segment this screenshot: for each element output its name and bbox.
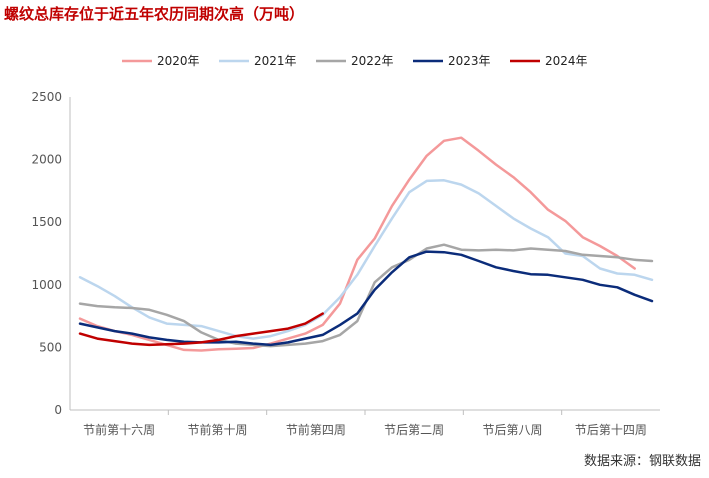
y-tick-label: 0 xyxy=(54,403,62,417)
legend-label: 2023年 xyxy=(448,54,491,68)
x-tick-label: 节后第二周 xyxy=(384,423,444,437)
y-axis: 0 500 1000 1500 2000 2500 xyxy=(31,90,71,417)
y-tick-label: 1000 xyxy=(31,278,62,292)
series-line xyxy=(78,250,654,347)
x-tick-label: 节后第十四周 xyxy=(575,423,647,437)
legend-label: 2022年 xyxy=(351,54,394,68)
y-tick-label: 2000 xyxy=(31,153,62,167)
legend-label: 2024年 xyxy=(545,54,588,68)
legend-label: 2020年 xyxy=(157,54,200,68)
y-tick-label: 500 xyxy=(39,340,62,354)
series-line xyxy=(78,312,324,347)
y-tick-label: 1500 xyxy=(31,215,62,229)
x-axis: 节前第十六周 节前第十周 节前第四周 节后第二周 节后第八周 节后第十四周 xyxy=(70,409,660,437)
series-line xyxy=(78,136,636,352)
series-line xyxy=(78,179,654,340)
series-lines xyxy=(78,136,654,352)
data-source-note: 数据来源：钢联数据 xyxy=(583,454,701,469)
chart-title: 螺纹总库存位于近五年农历同期次高（万吨） xyxy=(4,5,305,23)
legend-label: 2021年 xyxy=(254,54,297,68)
legend: 2020年 2021年 2022年 2023年 2024年 xyxy=(122,54,588,68)
x-tick-label: 节前第十周 xyxy=(187,422,247,437)
y-tick-label: 2500 xyxy=(31,90,62,104)
x-tick-label: 节前第四周 xyxy=(286,422,346,437)
x-tick-label: 节前第十六周 xyxy=(83,422,155,437)
x-tick-label: 节后第八周 xyxy=(482,423,542,437)
